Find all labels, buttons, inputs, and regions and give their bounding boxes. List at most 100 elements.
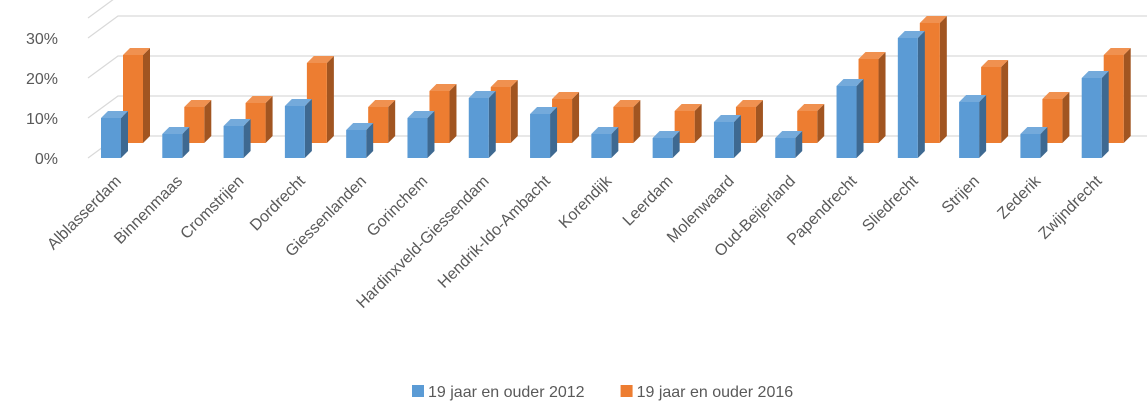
bar-front [162,134,183,158]
bar-side [633,100,641,143]
bar-top [959,95,987,102]
bar-front [959,102,980,158]
bar-top [184,100,212,107]
bar-top [1020,127,1048,134]
bar-side [672,131,680,158]
bar-top [245,96,273,103]
legend-label: 19 jaar en ouder 2012 [428,384,585,401]
bar [897,31,925,158]
bar-front [530,114,551,158]
bar-front [284,106,305,158]
grid-line [87,15,1147,39]
bar-top [368,100,396,107]
bar [223,119,251,158]
bar [959,95,987,158]
bar-top [652,131,680,138]
bar [1081,71,1109,158]
bar-side [979,95,987,158]
bar [346,123,374,158]
bar-side [427,111,435,158]
bar-top [591,127,619,134]
x-tick-label: Gorinchem [364,173,431,240]
bar-top [490,80,518,87]
bar-top [919,16,947,23]
bar-side [388,100,396,143]
bar [530,107,558,158]
bar-front [468,98,489,158]
bar-top [162,127,190,134]
bar-side [449,84,457,143]
bar-top [284,99,312,106]
bar-side [182,127,190,158]
x-tick-label: Alblasserdam [44,173,125,254]
bar [652,131,680,158]
bar [284,99,312,158]
bar-front [407,118,428,158]
bar-side [488,91,496,158]
bar-top [429,84,457,91]
bar-side [795,131,803,158]
bar-side [326,56,334,143]
bar-front [713,122,734,158]
bar-side [817,104,825,143]
x-tick-label: Strijen [939,173,983,217]
bar-top [407,111,435,118]
bar-side [733,115,741,158]
bar-top [897,31,925,38]
bar-top [468,91,496,98]
y-tick-label: 20% [26,71,58,88]
x-tick-label: Leerdam [620,173,677,230]
bar-top [858,52,886,59]
bar-side [755,100,763,143]
bar-side [510,80,518,143]
bar-front [897,38,918,158]
bar-side [121,111,128,158]
x-tick-label: Korendijk [556,172,616,232]
bar-top [123,48,150,55]
bar [468,91,496,158]
bar-top [613,100,641,107]
bar-side [917,31,925,158]
legend-swatch [620,385,633,397]
bar-side [243,119,251,158]
bar-front [652,138,673,158]
bar-side [1001,60,1009,143]
bar [123,48,150,143]
bar-front [836,86,857,158]
bar [836,79,864,158]
y-tick-label: 0% [35,151,58,168]
bar-top [346,123,374,130]
bar-side [1062,92,1070,143]
bar [797,104,825,143]
bar-side [856,79,864,158]
legend-label: 19 jaar en ouder 2016 [637,384,794,401]
bar [775,131,803,158]
x-tick-label: Hendrik-Ido-Ambacht [435,172,554,291]
legend-swatch [412,385,424,397]
bar [1020,127,1048,158]
bar-top [981,60,1009,67]
bar-top [836,79,864,86]
bar-side [1123,48,1131,143]
grid-line [87,0,114,19]
bar-top [1042,92,1070,99]
x-tick-label: Zederik [994,172,1044,222]
bar-front [591,134,612,158]
bar [713,115,741,158]
bar-front [1020,134,1041,158]
bar-front [346,130,367,158]
x-tick-label: Zwijndrecht [1036,172,1106,242]
bar-side [572,92,580,143]
bar-top [674,104,702,111]
bar-side [1101,71,1109,158]
bar-side [304,99,312,158]
bar-top [223,119,251,126]
bar-top [306,56,334,63]
bar-side [550,107,558,158]
grid-line [87,55,1147,79]
bar-side [939,16,947,143]
bar-top [552,92,580,99]
x-tick-label: Dordrecht [247,172,309,234]
y-tick-label: 30% [26,31,58,48]
